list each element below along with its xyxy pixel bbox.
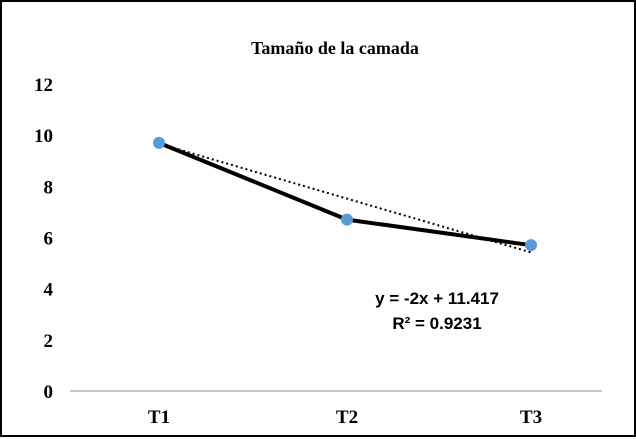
y-tick-label: 0 (44, 382, 54, 403)
chart-title: Tamaño de la camada (251, 38, 419, 58)
data-point-t1 (153, 136, 165, 149)
y-tick-label: 12 (34, 75, 53, 96)
data-point-t3 (525, 239, 537, 252)
trendline-r-squared: R² = 0.9231 (392, 314, 481, 333)
x-tick-label: T3 (520, 407, 542, 428)
y-tick-label: 2 (44, 331, 54, 352)
x-tick-label: T2 (336, 407, 358, 428)
series-markers (153, 136, 537, 252)
y-tick-label: 10 (34, 126, 53, 147)
series-line (158, 140, 532, 248)
x-axis-labels: T1 T2 T3 (148, 407, 542, 428)
trendline-equation: y = -2x + 11.417 (375, 289, 499, 308)
y-tick-label: 4 (44, 280, 54, 301)
y-tick-label: 6 (44, 229, 54, 250)
x-tick-label: T1 (148, 407, 170, 428)
data-point-t2 (341, 213, 353, 226)
y-axis-labels: 0 2 4 6 8 10 12 (34, 75, 54, 403)
y-tick-label: 8 (44, 177, 54, 198)
